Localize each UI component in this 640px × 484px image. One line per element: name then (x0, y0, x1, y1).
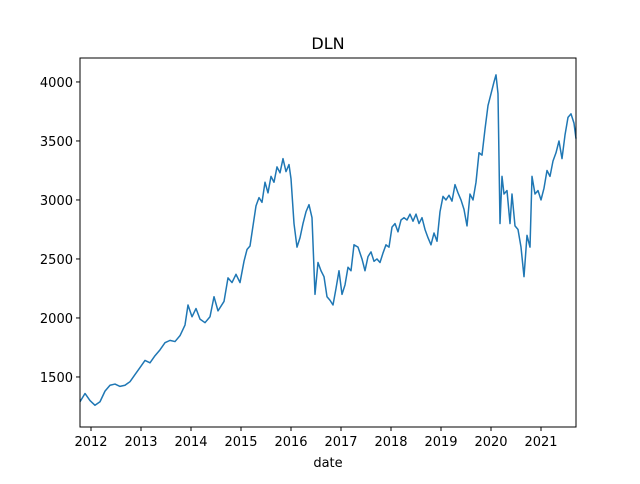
x-tick-label: 2014 (174, 435, 207, 450)
plot-frame (79, 57, 577, 428)
line-series (79, 74, 577, 407)
x-axis-label: date (313, 456, 342, 471)
x-tick-label: 2019 (424, 435, 457, 450)
x-tick-label: 2015 (224, 435, 257, 450)
y-tick-label: 4000 (40, 76, 73, 91)
y-tick-label: 3000 (40, 194, 73, 209)
x-tick-label: 2013 (124, 435, 157, 450)
y-tick-label: 2500 (40, 253, 73, 268)
y-tick-label: 1500 (40, 371, 73, 386)
x-tick-label: 2012 (74, 435, 107, 450)
y-tick-label: 3500 (40, 135, 73, 150)
x-tick-label: 2017 (324, 435, 357, 450)
x-tick-label: 2016 (274, 435, 307, 450)
x-tick-label: 2018 (374, 435, 407, 450)
y-tick-label: 2000 (40, 312, 73, 327)
x-tick-label: 2021 (524, 435, 557, 450)
x-tick-label: 2020 (474, 435, 507, 450)
chart-title: DLN (311, 34, 344, 53)
